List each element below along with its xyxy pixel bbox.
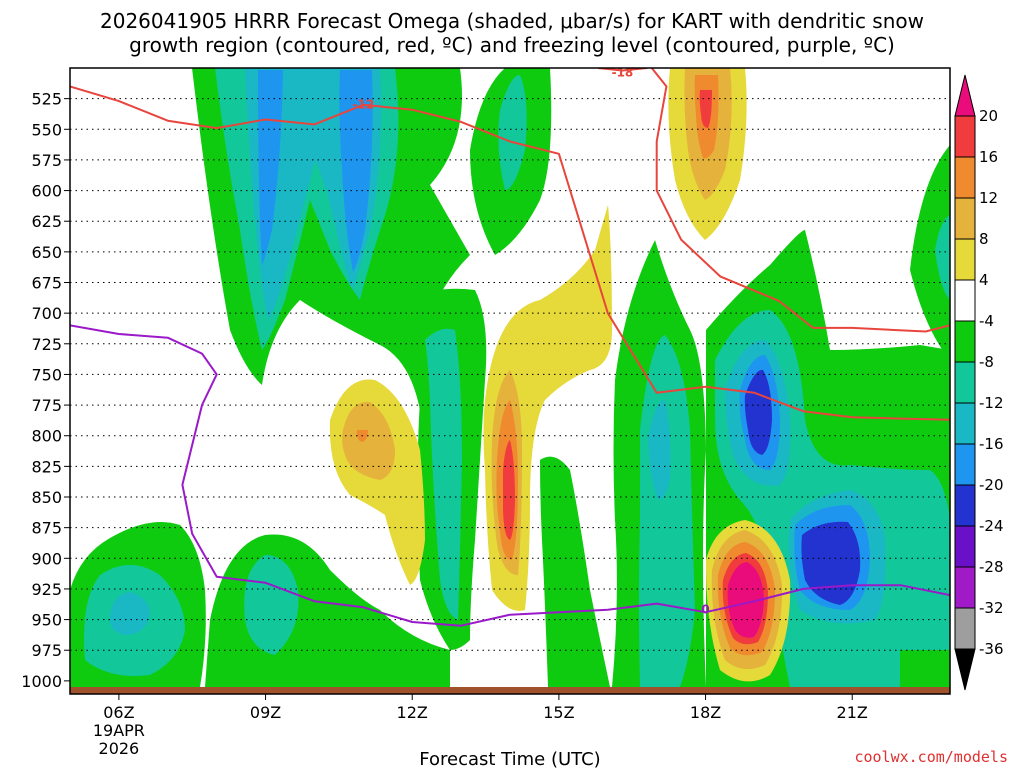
colorbar-label-3: 8 bbox=[979, 230, 989, 248]
temperature-contours: -12 -18 0 bbox=[70, 66, 950, 627]
colorbar-bin-3 bbox=[954, 197, 976, 240]
colorbar-label-7: -12 bbox=[979, 394, 1004, 412]
x-axis-label: Forecast Time (UTC) bbox=[419, 749, 600, 768]
contour-line-1 bbox=[597, 68, 648, 72]
omega-region-teal-8 bbox=[935, 215, 950, 300]
colorbar-bin-11 bbox=[954, 525, 976, 568]
colorbar-label-5: -4 bbox=[979, 312, 994, 330]
colorbar-bin-13 bbox=[954, 607, 976, 650]
chart-title-line1: 2026041905 HRRR Forecast Omega (shaded, … bbox=[100, 9, 924, 33]
x-tick-label-5: 21Z bbox=[837, 703, 868, 722]
x-tick-label-3: 15Z bbox=[543, 703, 574, 722]
omega-region-cyan-3 bbox=[648, 400, 671, 500]
contour-line-0 bbox=[70, 85, 950, 421]
omega-region-blue-2 bbox=[339, 70, 373, 272]
colorbar-bin-12 bbox=[954, 566, 976, 609]
colorbar-bin-6 bbox=[954, 320, 976, 363]
x-tick-label-2: 12Z bbox=[397, 703, 428, 722]
contour-line-3 bbox=[70, 324, 950, 627]
y-tick-label-900: 900 bbox=[31, 549, 62, 568]
y-tick-label-675: 675 bbox=[31, 274, 62, 293]
y-tick-label-525: 525 bbox=[31, 90, 62, 109]
omega-region-teal-4 bbox=[244, 555, 299, 655]
x-tick-date: 19APR bbox=[93, 721, 145, 740]
y-tick-label-850: 850 bbox=[31, 488, 62, 507]
colorbar-bin-0 bbox=[954, 74, 976, 117]
omega-region-red bbox=[699, 90, 712, 128]
y-tick-label-750: 750 bbox=[31, 365, 62, 384]
colorbar: 20 16 12 8 4 -4 -8 -12 -16 -20 -24 -28 -32 -36 bbox=[954, 74, 1004, 691]
y-tick-label-550: 550 bbox=[31, 120, 62, 139]
colorbar-bin-9 bbox=[954, 443, 976, 486]
omega-region-green-10 bbox=[910, 145, 950, 360]
y-tick-label-950: 950 bbox=[31, 611, 62, 630]
contour-label-1: -18 bbox=[612, 66, 634, 80]
omega-region-gold-2 bbox=[342, 401, 395, 480]
colorbar-label-12: -32 bbox=[979, 599, 1004, 617]
pressure-axis: 525 550 575 600 625 650 675 700 725 750 775 800 825 8… bbox=[21, 90, 70, 691]
contour-label-2: 0 bbox=[701, 603, 709, 617]
colorbar-label-8: -16 bbox=[979, 435, 1004, 453]
omega-region-green-7 bbox=[540, 456, 610, 687]
omega-region-teal-2 bbox=[498, 75, 527, 190]
y-tick-label-1000: 1000 bbox=[21, 672, 62, 691]
omega-region-teal-5 bbox=[425, 328, 462, 620]
y-tick-label-725: 725 bbox=[31, 335, 62, 354]
y-tick-label-625: 625 bbox=[31, 212, 62, 231]
colorbar-bin-4 bbox=[954, 238, 976, 281]
y-tick-label-650: 650 bbox=[31, 243, 62, 262]
omega-region-red-2 bbox=[503, 440, 515, 540]
chart-title-line2: growth region (contoured, red, ºC) and f… bbox=[129, 33, 895, 57]
colorbar-bin-8 bbox=[954, 402, 976, 445]
x-tick-label-1: 09Z bbox=[250, 703, 281, 722]
y-tick-label-775: 775 bbox=[31, 396, 62, 415]
omega-region-cyan-2 bbox=[110, 592, 150, 635]
colorbar-bin-1 bbox=[954, 115, 976, 158]
colorbar-bin-7 bbox=[954, 361, 976, 404]
x-tick-label-4: 18Z bbox=[690, 703, 721, 722]
colorbar-label-6: -8 bbox=[979, 353, 994, 371]
colorbar-bin-5 bbox=[954, 279, 976, 322]
colorbar-bin-10 bbox=[954, 484, 976, 527]
omega-region-deep-blue-2 bbox=[801, 521, 861, 605]
y-tick-label-925: 925 bbox=[31, 580, 62, 599]
colorbar-label-4: 4 bbox=[979, 271, 989, 289]
y-tick-label-825: 825 bbox=[31, 457, 62, 476]
y-tick-label-575: 575 bbox=[31, 151, 62, 170]
contour-label-0: -12 bbox=[352, 98, 374, 112]
contour-line-2 bbox=[651, 68, 950, 333]
y-tick-label-700: 700 bbox=[31, 304, 62, 323]
ground-surface bbox=[70, 687, 950, 694]
omega-shading bbox=[70, 68, 950, 687]
plot-frame bbox=[69, 67, 951, 695]
omega-region-magenta bbox=[727, 562, 764, 638]
colorbar-label-11: -28 bbox=[979, 558, 1004, 576]
colorbar-label-9: -20 bbox=[979, 476, 1004, 494]
colorbar-label-10: -24 bbox=[979, 517, 1004, 535]
y-tick-label-875: 875 bbox=[31, 519, 62, 538]
x-tick-label-0: 06Z bbox=[103, 703, 134, 722]
colorbar-label-1: 16 bbox=[979, 148, 998, 166]
y-tick-label-600: 600 bbox=[31, 182, 62, 201]
y-tick-label-975: 975 bbox=[31, 641, 62, 660]
colorbar-bin-2 bbox=[954, 156, 976, 199]
colorbar-bin-14 bbox=[954, 648, 976, 691]
colorbar-label-13: -36 bbox=[979, 640, 1004, 658]
credit-text: coolwx.com/models bbox=[854, 748, 1008, 766]
omega-region-deep-blue bbox=[744, 369, 772, 455]
colorbar-label-0: 20 bbox=[979, 107, 998, 125]
colorbar-label-2: 12 bbox=[979, 189, 998, 207]
y-tick-label-800: 800 bbox=[31, 427, 62, 446]
x-tick-year: 2026 bbox=[99, 739, 140, 758]
pressure-gridlines bbox=[70, 98, 950, 651]
